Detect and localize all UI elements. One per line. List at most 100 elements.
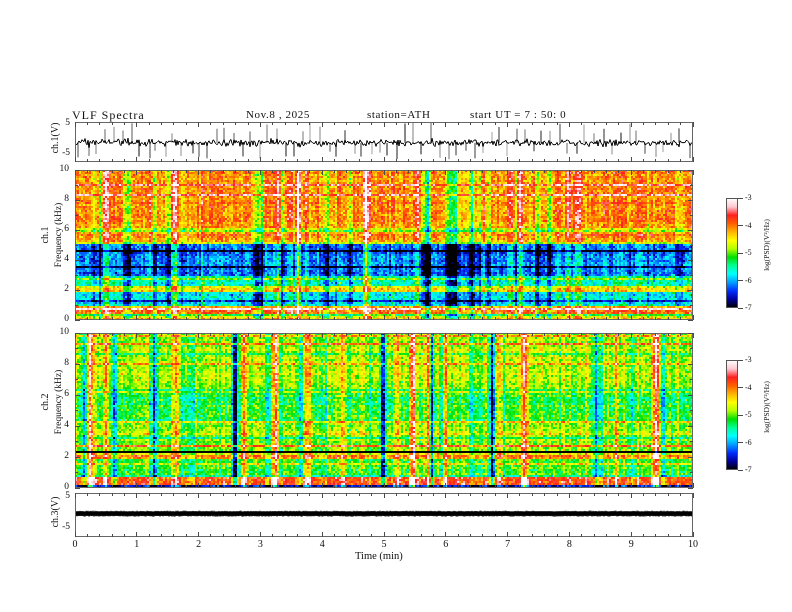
x-tick: [507, 157, 509, 162]
x-tick: [680, 317, 682, 320]
colorbar-tick: [738, 280, 743, 281]
x-tick: [544, 170, 546, 173]
x-tick-label-9: 9: [628, 539, 634, 550]
x-tick: [544, 122, 546, 125]
x-tick: [185, 333, 187, 336]
x-tick: [99, 485, 101, 488]
x-tick: [544, 485, 546, 488]
colorbar-tick-label--7: -7: [745, 465, 752, 474]
x-tick: [371, 534, 373, 537]
ch3-waveform-frame: [75, 493, 693, 537]
x-tick: [74, 333, 76, 338]
x-tick: [519, 170, 521, 173]
colorbar-tick-label--6: -6: [745, 437, 752, 447]
x-tick: [507, 493, 509, 498]
x-tick: [371, 493, 373, 496]
x-tick: [643, 170, 645, 173]
x-tick: [544, 159, 546, 162]
x-tick: [161, 122, 163, 125]
x-tick: [296, 333, 298, 336]
x-tick: [593, 493, 595, 496]
x-tick: [383, 493, 385, 498]
y-tick: [690, 244, 693, 246]
x-tick: [507, 333, 509, 338]
x-tick: [618, 122, 620, 125]
x-tick: [247, 122, 249, 125]
x-tick: [136, 483, 138, 488]
x-tick: [408, 170, 410, 173]
x-tick: [556, 485, 558, 488]
x-tick: [581, 485, 583, 488]
x-tick: [482, 122, 484, 125]
x-tick: [470, 170, 472, 173]
x-tick: [321, 493, 323, 498]
x-tick: [309, 534, 311, 537]
x-tick: [173, 534, 175, 537]
x-tick: [185, 159, 187, 162]
x-tick: [470, 333, 472, 336]
x-tick: [605, 159, 607, 162]
x-tick: [395, 534, 397, 537]
y-tick: [690, 472, 693, 473]
y-tick: [688, 394, 693, 396]
x-tick: [284, 170, 286, 173]
x-tick: [358, 122, 360, 125]
y-tick: [688, 169, 693, 171]
x-tick: [346, 159, 348, 162]
colorbar-tick-label--5: -5: [745, 248, 752, 257]
x-tick: [321, 532, 323, 537]
x-tick: [667, 333, 669, 336]
x-tick: [630, 170, 632, 175]
x-tick: [222, 170, 224, 173]
y-tick: [75, 456, 80, 458]
x-tick: [358, 485, 360, 488]
x-tick: [259, 333, 261, 338]
x-tick: [408, 159, 410, 162]
x-tick: [99, 159, 101, 162]
x-tick: [198, 170, 200, 175]
x-tick: [235, 170, 237, 173]
y-tick: [688, 289, 693, 291]
x-tick: [395, 333, 397, 336]
x-tick: [643, 333, 645, 336]
x-tick: [309, 170, 311, 173]
x-tick: [259, 122, 261, 127]
x-tick: [136, 532, 138, 537]
x-tick: [284, 534, 286, 537]
x-tick: [544, 333, 546, 336]
x-tick: [445, 532, 447, 537]
x-tick-label-2: 2: [196, 539, 202, 550]
y-tick: [75, 487, 80, 489]
x-tick: [284, 485, 286, 488]
y-tick: [75, 244, 78, 246]
x-tick: [643, 534, 645, 537]
x-tick: [136, 315, 138, 320]
y-tick: [75, 214, 78, 216]
x-tick: [457, 122, 459, 125]
x-tick: [395, 170, 397, 173]
x-tick: [432, 333, 434, 336]
x-tick: [507, 170, 509, 175]
x-tick: [655, 317, 657, 320]
x-tick: [334, 317, 336, 320]
x-tick: [222, 333, 224, 336]
x-tick: [334, 534, 336, 537]
x-tick: [222, 485, 224, 488]
x-tick: [507, 532, 509, 537]
x-tick: [581, 333, 583, 336]
x-tick: [432, 485, 434, 488]
colorbar-tick-label--4: -4: [745, 220, 752, 230]
y-tick: [75, 304, 78, 306]
x-tick: [309, 485, 311, 488]
y-tick: [690, 184, 693, 186]
x-tick: [618, 170, 620, 173]
x-tick: [568, 170, 570, 175]
x-tick: [198, 483, 200, 488]
colorbar-ch2-gradient: [726, 360, 738, 470]
x-tick: [346, 333, 348, 336]
colorbar-tick: [738, 469, 743, 471]
x-tick: [111, 159, 113, 162]
x-tick: [531, 170, 533, 173]
x-tick: [482, 493, 484, 496]
x-tick: [272, 333, 274, 336]
